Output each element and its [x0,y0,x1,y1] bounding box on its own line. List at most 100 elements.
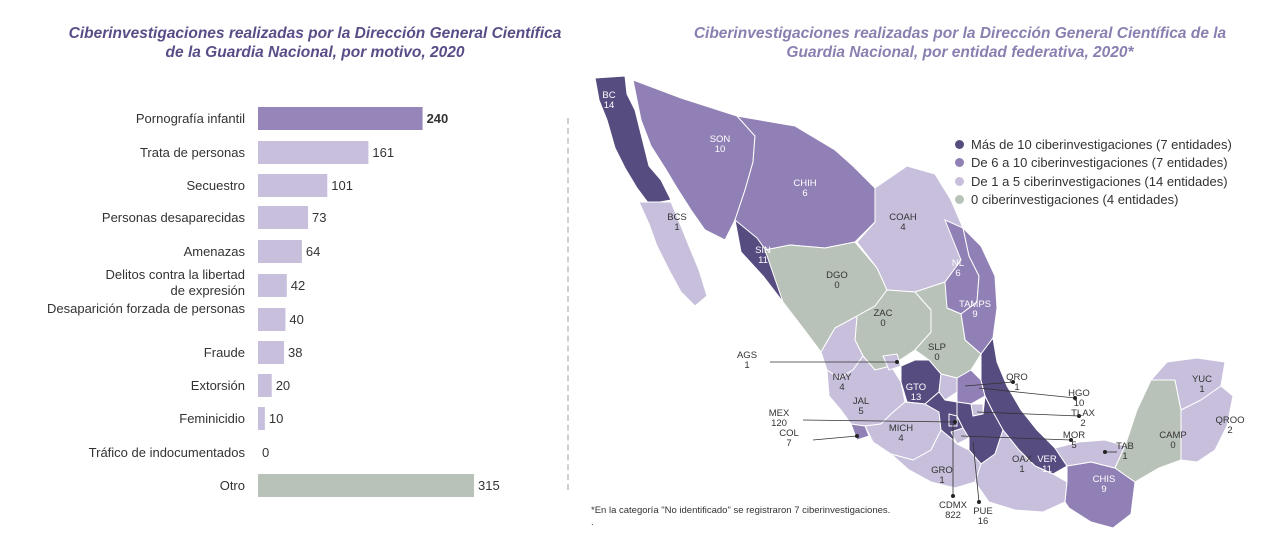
map-title: Ciberinvestigaciones realizadas por la D… [693,25,1227,61]
leader-dot-mor [1069,438,1073,442]
category-label-9: Feminicidio [179,411,245,426]
map-label-cdmx: CDMX 822 [939,500,968,521]
value-label-7: 38 [288,345,302,360]
legend-swatch [955,176,964,186]
map-label-ver: VER 11 [1037,454,1057,475]
legend-item-2: De 1 a 5 ciberinvestigaciones (14 entida… [955,172,1232,191]
state-qroo [1180,385,1234,463]
bar-0 [258,107,423,130]
category-label-10: Tráfico de indocumentados [89,445,246,460]
bar-chart: Pornografía infantil 240 Trata de personas… [47,107,500,497]
state-qro [938,373,958,401]
legend-label: De 1 a 5 ciberinvestigaciones (14 entida… [971,173,1228,189]
leader-dot-col [855,434,859,438]
map-label-mor: MOR 5 [1063,430,1085,451]
footnote: *En la categoría "No identificado" se re… [591,505,891,528]
bar-3 [258,206,309,229]
map-label-gto: GTO 13 [906,382,926,403]
state-gro [890,429,982,489]
state-bcs [638,201,708,307]
category-label-2: Secuestro [186,178,245,193]
value-label-6: 40 [289,312,303,327]
map-label-chih: CHIH 6 [793,178,816,199]
map-label-zac: ZAC 0 [874,308,893,329]
map-label-camp: CAMP 0 [1159,430,1186,451]
value-label-2: 101 [331,178,353,193]
bar-9 [258,407,265,430]
bar-4 [258,240,302,263]
category-label-11: Otro [220,478,245,493]
map-label-bc: BC 14 [602,90,615,111]
map-label-tlax: TLAX 2 [1071,408,1095,429]
legend-item-0: Más de 10 ciberinvestigaciones (7 entida… [955,135,1232,154]
leader-line-qro [964,381,1014,387]
leader-line-hgo [978,387,1076,399]
map-label-chis: CHIS 9 [1093,474,1116,495]
leader-dot-qro [1011,380,1015,384]
value-label-11: 315 [478,478,500,493]
map-label-oax: OAX 1 [1012,454,1033,475]
map-label-bcs: BCS 1 [667,212,687,233]
legend-swatch [955,139,964,149]
bar-2 [258,174,328,197]
category-label-5: Delitos contra la libertad de expresión [106,267,245,298]
mexico-map: BC 14 BCS 1 SON 10 CHIH 6 COAH 4 SIN 11 DGO 0 NL 6 TAMPS… [594,75,1245,529]
bar-6 [258,308,286,331]
category-label-6: Desaparición forzada de personas [47,301,246,316]
category-label-0: Pornografía infantil [136,111,245,126]
state-bc [594,75,672,205]
map-label-son: SON 10 [710,134,731,155]
map-label-col: COL 7 [779,428,799,449]
category-label-4: Amenazas [184,244,246,259]
value-label-4: 64 [306,244,320,259]
leader-line-tlax [976,411,1080,417]
leader-dot-tab [1103,450,1107,454]
category-label-8: Extorsión [191,378,245,393]
leader-dot-hgo [1073,396,1077,400]
map-label-pue: PUE 16 [973,506,993,527]
map-label-nl: NL 6 [952,258,964,279]
bar-7 [258,341,285,364]
leader-dot-cdmx [951,494,955,498]
bar-5 [258,274,287,297]
map-label-yuc: YUC 1 [1192,374,1212,395]
category-label-3: Personas desaparecidas [102,210,246,225]
map-label-qro: QRO 1 [1006,372,1028,393]
legend-swatch [955,195,964,205]
map-label-jal: JAL 5 [853,396,869,417]
value-label-10: 0 [262,445,269,460]
leader-line-col [812,435,858,441]
leader-dot-pue [977,500,981,504]
value-label-0: 240 [427,111,449,126]
leader-line-mex [802,419,956,423]
state-hgo [956,369,986,405]
category-label-7: Fraude [204,345,245,360]
leader-line-pue [972,441,980,503]
leader-dot-mex [953,420,957,424]
map-label-mex: MEX 120 [769,408,790,429]
map-label-tamps: TAMPS 9 [959,299,991,320]
map-label-hgo: HGO 10 [1068,388,1090,409]
map-legend: Más de 10 ciberinvestigaciones (7 entida… [955,135,1232,209]
value-label-1: 161 [372,145,394,160]
map-label-qroo: QROO 2 [1215,415,1244,436]
value-label-5: 42 [291,278,305,293]
legend-label: De 6 a 10 ciberinvestigaciones (7 entida… [971,155,1228,171]
legend-item-1: De 6 a 10 ciberinvestigaciones (7 entida… [955,154,1232,173]
leader-dot-ags [895,360,899,364]
map-label-mich: MICH 4 [889,423,913,444]
bar-chart-title: Ciberinvestigaciones realizadas por la D… [68,25,562,61]
map-label-sin: SIN 11 [755,245,771,266]
bar-11 [258,474,474,497]
legend-swatch [955,158,964,168]
legend-item-3: 0 ciberinvestigaciones (4 entidades) [955,191,1232,210]
legend-label: Más de 10 ciberinvestigaciones (7 entida… [971,136,1232,152]
map-label-coah: COAH 4 [889,212,917,233]
map-label-tab: TAB 1 [1116,441,1134,462]
value-label-3: 73 [312,210,326,225]
value-label-8: 20 [276,378,290,393]
map-label-dgo: DGO 0 [826,270,848,291]
divider [567,118,569,490]
bar-8 [258,374,272,397]
bar-1 [258,141,369,164]
